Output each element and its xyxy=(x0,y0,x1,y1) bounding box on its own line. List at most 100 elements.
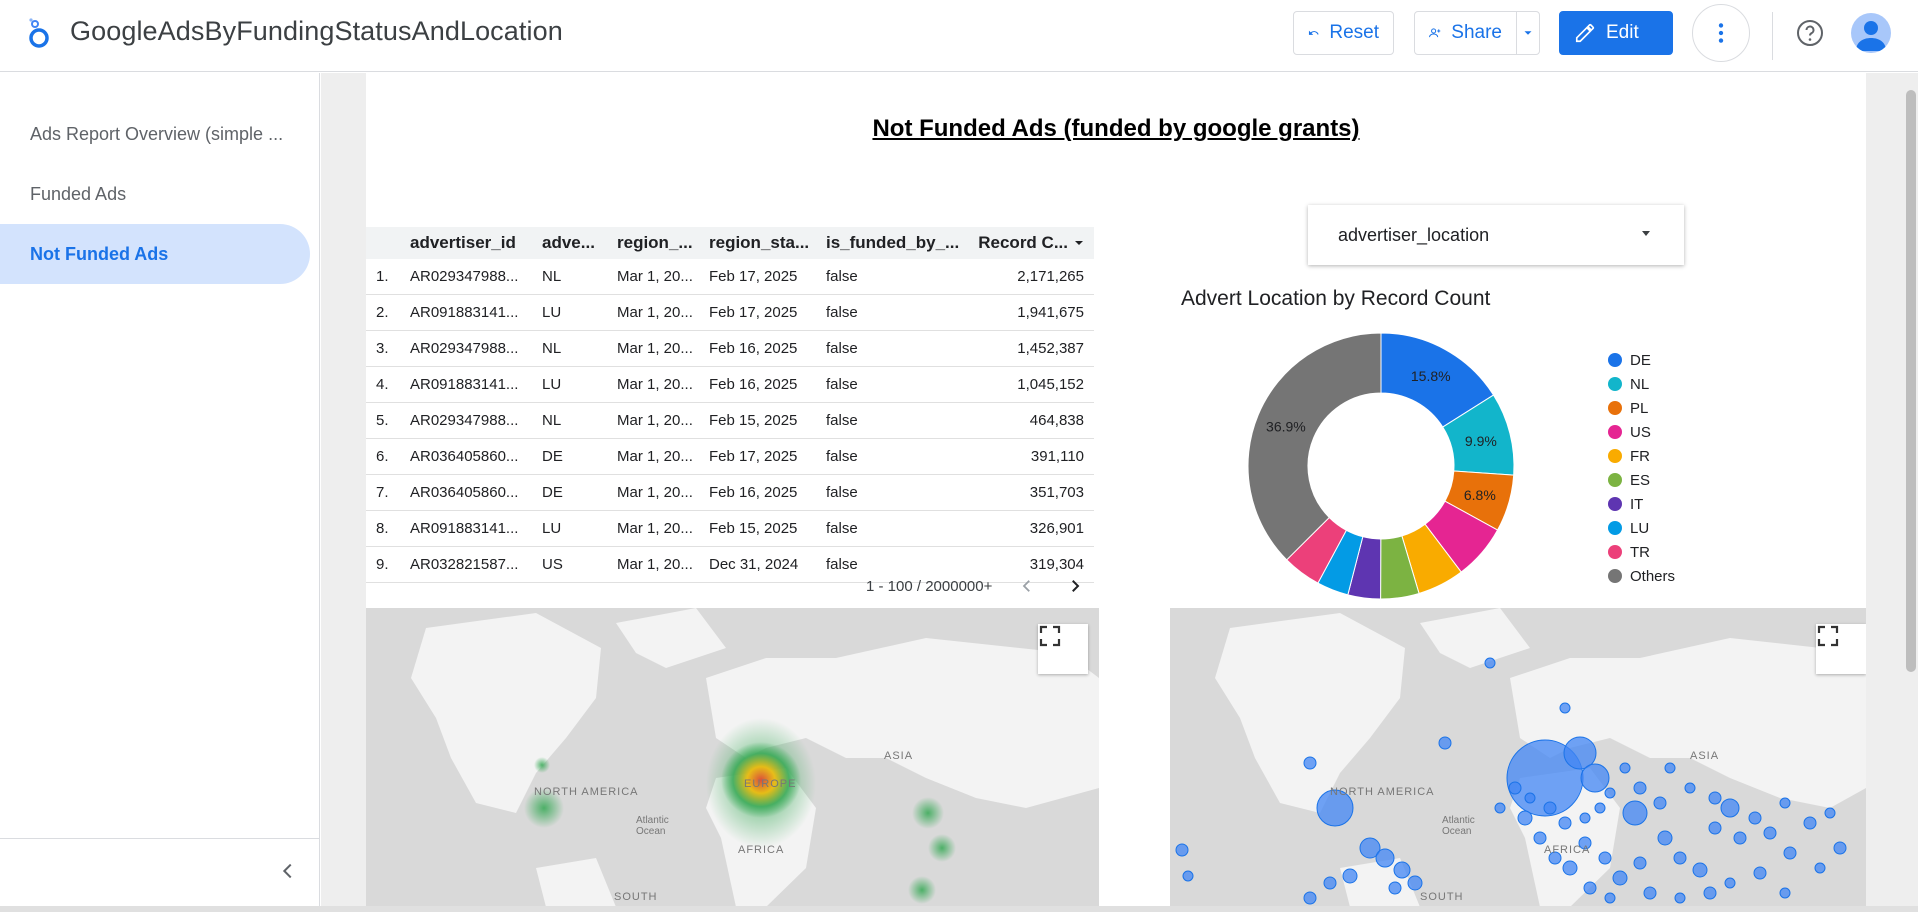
vertical-scrollbar[interactable] xyxy=(1906,90,1916,672)
map-bubble[interactable] xyxy=(1375,848,1395,868)
map-bubble[interactable] xyxy=(1783,846,1797,860)
reset-button[interactable]: Reset xyxy=(1293,11,1394,55)
map-bubble[interactable] xyxy=(1720,798,1740,818)
map-bubble[interactable] xyxy=(1684,782,1696,794)
legend-item[interactable]: Others xyxy=(1608,564,1675,588)
map-bubble[interactable] xyxy=(1622,800,1648,826)
map-bubble[interactable] xyxy=(1359,837,1381,859)
map-bubble[interactable] xyxy=(1612,870,1628,886)
map-bubble[interactable] xyxy=(1342,868,1358,884)
map-bubble[interactable] xyxy=(1484,657,1496,669)
map-bubble[interactable] xyxy=(1814,862,1826,874)
bubble-map[interactable]: NORTH AMERICA ASIA AFRICA SOUTH Atlantic… xyxy=(1170,608,1866,907)
map-bubble[interactable] xyxy=(1563,736,1597,770)
column-header-record-count[interactable]: Record C... xyxy=(972,233,1094,253)
column-header-advertiser-location[interactable]: adve... xyxy=(542,233,595,252)
table-row[interactable]: 3. AR029347988... NL Mar 1, 20... Feb 16, 20… xyxy=(366,331,1094,367)
share-button[interactable]: Share xyxy=(1414,11,1517,55)
looker-studio-logo-icon[interactable] xyxy=(26,18,52,50)
sort-descending-icon[interactable] xyxy=(1074,238,1084,248)
table-row[interactable]: 8. AR091883141... LU Mar 1, 20... Feb 15, 20… xyxy=(366,511,1094,547)
sidebar-item-funded-ads[interactable]: Funded Ads xyxy=(30,183,127,204)
map-bubble[interactable] xyxy=(1393,861,1411,879)
chevron-right-icon[interactable] xyxy=(1066,577,1084,595)
map-bubble[interactable] xyxy=(1653,796,1667,810)
map-bubble[interactable] xyxy=(1733,831,1747,845)
map-bubble[interactable] xyxy=(1316,789,1354,827)
map-bubble[interactable] xyxy=(1604,787,1616,799)
map-bubble[interactable] xyxy=(1604,892,1616,904)
map-bubble[interactable] xyxy=(1562,860,1578,876)
legend-item[interactable]: FR xyxy=(1608,444,1675,468)
map-bubble[interactable] xyxy=(1558,816,1572,830)
map-bubble[interactable] xyxy=(1753,866,1767,880)
fullscreen-button[interactable] xyxy=(1038,624,1088,674)
map-bubble[interactable] xyxy=(1323,876,1337,890)
map-bubble[interactable] xyxy=(1388,881,1402,895)
map-bubble[interactable] xyxy=(1598,851,1612,865)
edit-button[interactable]: Edit xyxy=(1559,11,1673,55)
more-options-button[interactable] xyxy=(1692,4,1750,62)
map-bubble[interactable] xyxy=(1303,756,1317,770)
map-bubble[interactable] xyxy=(1182,870,1194,882)
map-bubble[interactable] xyxy=(1524,792,1536,804)
map-bubble[interactable] xyxy=(1833,841,1847,855)
donut-slice-others[interactable] xyxy=(1247,332,1382,561)
map-bubble[interactable] xyxy=(1803,816,1817,830)
map-bubble[interactable] xyxy=(1703,886,1717,900)
map-bubble[interactable] xyxy=(1580,763,1610,793)
legend-item[interactable]: DE xyxy=(1608,348,1675,372)
legend-item[interactable]: NL xyxy=(1608,372,1675,396)
advertiser-location-filter[interactable]: advertiser_location xyxy=(1308,205,1684,265)
map-bubble[interactable] xyxy=(1633,781,1647,795)
map-bubble[interactable] xyxy=(1664,762,1676,774)
map-bubble[interactable] xyxy=(1583,881,1597,895)
table-row[interactable]: 9. AR032821587... US Mar 1, 20... Dec 31, 20… xyxy=(366,547,1094,583)
legend-item[interactable]: US xyxy=(1608,420,1675,444)
map-bubble[interactable] xyxy=(1674,892,1686,904)
map-bubble[interactable] xyxy=(1175,843,1189,857)
map-bubble[interactable] xyxy=(1494,802,1506,814)
map-bubble[interactable] xyxy=(1517,810,1533,826)
table-row[interactable]: 5. AR029347988... NL Mar 1, 20... Feb 15, 20… xyxy=(366,403,1094,439)
map-bubble[interactable] xyxy=(1724,877,1736,889)
map-bubble[interactable] xyxy=(1559,702,1571,714)
map-bubble[interactable] xyxy=(1303,891,1317,905)
account-avatar[interactable] xyxy=(1851,13,1891,53)
column-header-advertiser-id[interactable]: advertiser_id xyxy=(410,233,516,252)
map-bubble[interactable] xyxy=(1708,791,1722,805)
map-bubble[interactable] xyxy=(1633,856,1647,870)
column-header-region-start[interactable]: region_... xyxy=(617,233,693,252)
map-bubble[interactable] xyxy=(1692,862,1708,878)
heatmap-map[interactable]: NORTH AMERICA EUROPE ASIA AFRICA SOUTH A… xyxy=(366,608,1099,907)
legend-item[interactable]: LU xyxy=(1608,516,1675,540)
table-row[interactable]: 1. AR029347988... NL Mar 1, 20... Feb 17, 20… xyxy=(366,259,1094,295)
fullscreen-button[interactable] xyxy=(1816,624,1866,674)
map-bubble[interactable] xyxy=(1407,875,1423,891)
location-donut-chart[interactable]: 15.8% 9.9% 6.8% 36.9% xyxy=(1246,331,1516,601)
table-row[interactable]: 4. AR091883141... LU Mar 1, 20... Feb 16, 20… xyxy=(366,367,1094,403)
chevron-left-icon[interactable] xyxy=(277,860,299,882)
map-bubble[interactable] xyxy=(1824,807,1836,819)
sidebar-item-ads-report-overview[interactable]: Ads Report Overview (simple ... xyxy=(30,123,284,144)
map-bubble[interactable] xyxy=(1579,812,1591,824)
map-bubble[interactable] xyxy=(1779,797,1791,809)
map-bubble[interactable] xyxy=(1508,781,1522,795)
map-bubble[interactable] xyxy=(1578,836,1592,850)
column-header-is-funded[interactable]: is_funded_by_... xyxy=(826,233,960,252)
map-bubble[interactable] xyxy=(1619,762,1631,774)
map-bubble[interactable] xyxy=(1548,851,1562,865)
share-options-button[interactable] xyxy=(1516,11,1540,55)
map-bubble[interactable] xyxy=(1763,826,1777,840)
table-row[interactable]: 7. AR036405860... DE Mar 1, 20... Feb 16, 20… xyxy=(366,475,1094,511)
help-icon[interactable] xyxy=(1795,18,1825,48)
table-row[interactable]: 2. AR091883141... LU Mar 1, 20... Feb 17, 20… xyxy=(366,295,1094,331)
map-bubble[interactable] xyxy=(1657,830,1673,846)
sidebar-item-not-funded-ads[interactable]: Not Funded Ads xyxy=(0,224,310,284)
legend-item[interactable]: IT xyxy=(1608,492,1675,516)
map-bubble[interactable] xyxy=(1533,831,1547,845)
legend-item[interactable]: TR xyxy=(1608,540,1675,564)
legend-item[interactable]: ES xyxy=(1608,468,1675,492)
map-bubble[interactable] xyxy=(1438,736,1452,750)
map-bubble[interactable] xyxy=(1594,802,1606,814)
